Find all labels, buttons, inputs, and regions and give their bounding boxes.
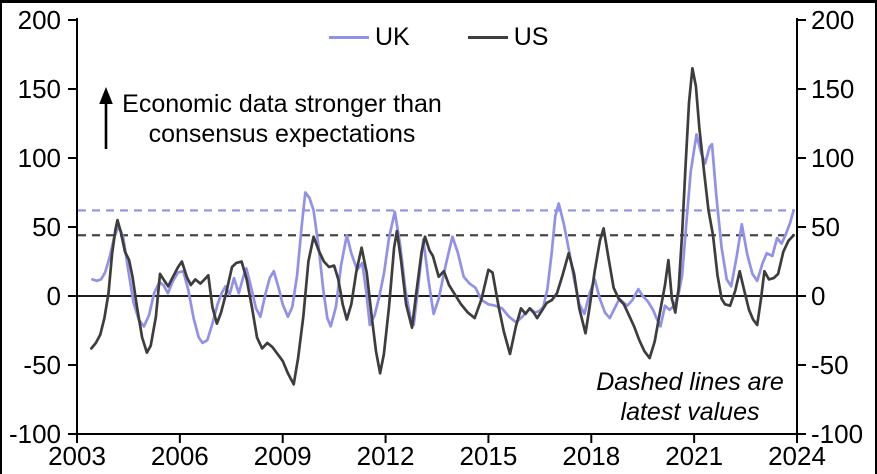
uk-legend-label: UK <box>375 23 410 51</box>
uk-line-sample <box>329 36 369 39</box>
series-lines-group <box>90 66 795 386</box>
x-axis-label: 2009 <box>253 441 312 471</box>
y-axis-label-left: -50 <box>23 350 61 380</box>
y-axis-label-right: 50 <box>811 212 840 242</box>
y-axis-label-left: 50 <box>32 212 61 242</box>
x-axis-label: 2018 <box>562 441 621 471</box>
us-series-line <box>90 66 795 386</box>
annotation-stronger-data: Economic data stronger than consensus ex… <box>120 89 444 149</box>
legend-item-us: US <box>467 23 549 52</box>
uk-series-line <box>91 133 795 345</box>
y-axis-label-left: 150 <box>17 74 61 104</box>
up-arrow-icon <box>99 87 113 149</box>
note-line-2: latest values <box>620 398 760 426</box>
x-axis-label: 2021 <box>665 441 724 471</box>
y-axis-label-left: 200 <box>17 5 61 35</box>
y-axis-label-right: -100 <box>811 419 864 449</box>
y-axis-label-right: 100 <box>811 143 855 173</box>
legend-item-uk: UK <box>329 23 410 52</box>
x-axis-label: 2006 <box>150 441 209 471</box>
x-axis-label: 2003 <box>48 441 106 471</box>
y-axis-label-left: -100 <box>8 419 61 449</box>
annotation-line-1: Economic data stronger than <box>122 90 442 118</box>
y-axis-label-right: 200 <box>811 5 855 35</box>
x-axis-label: 2012 <box>356 441 415 471</box>
us-legend-label: US <box>513 23 549 51</box>
y-axis-label-left: 0 <box>46 281 61 311</box>
note-dashed-lines: Dashed lines are latest values <box>558 367 822 427</box>
plot-canvas <box>68 18 806 443</box>
y-axis-label-right: -50 <box>811 350 849 380</box>
chart-legend: UK US <box>329 23 548 52</box>
note-line-1: Dashed lines are <box>596 368 784 396</box>
y-axis-label-left: 100 <box>17 143 61 173</box>
x-axis-label: 2015 <box>459 441 518 471</box>
x-axis-label: 2024 <box>768 441 826 471</box>
annotation-line-2: consensus expectations <box>148 120 416 148</box>
y-axis-label-right: 150 <box>811 74 855 104</box>
y-axis-label-right: 0 <box>811 281 826 311</box>
dashed-latest-value-lines <box>78 209 795 237</box>
us-line-sample <box>467 36 508 39</box>
